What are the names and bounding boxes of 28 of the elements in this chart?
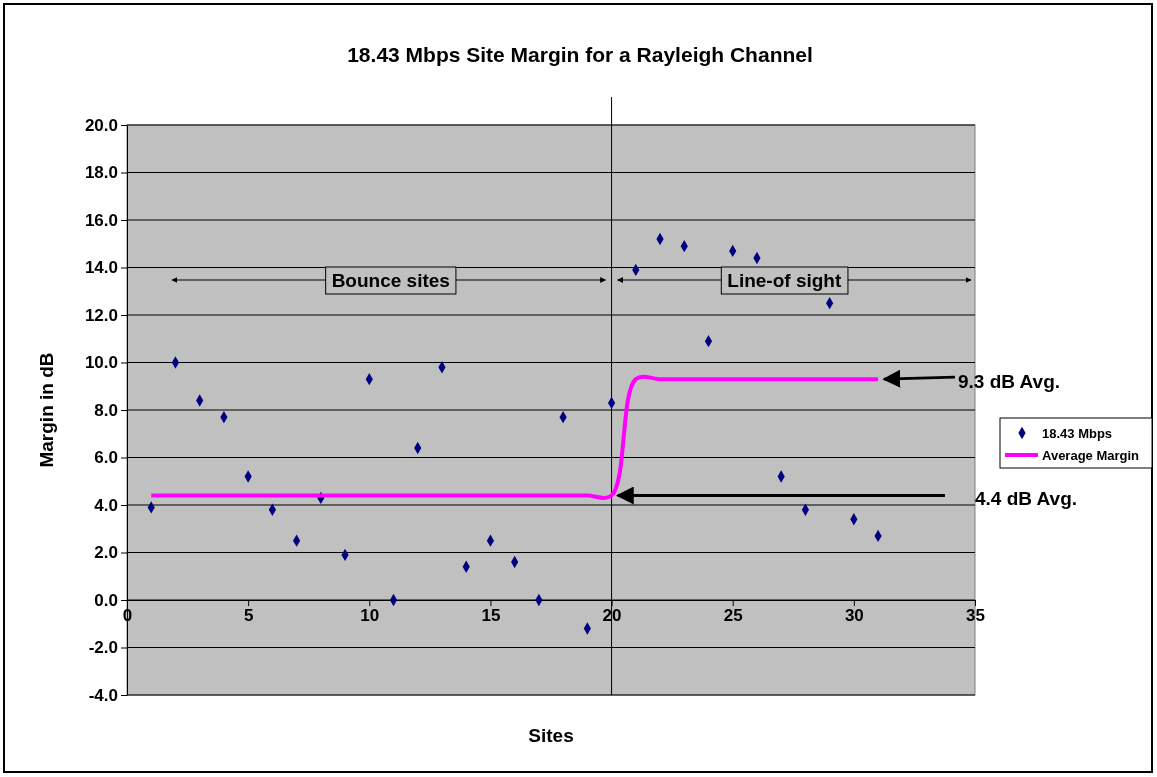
y-tick-label: 2.0	[94, 543, 118, 563]
y-tick-label: 20.0	[84, 115, 118, 135]
x-tick-label: 35	[966, 606, 985, 626]
y-tick-label: 14.0	[84, 258, 118, 278]
x-tick-label: 15	[481, 606, 501, 626]
x-tick-label: 5	[243, 606, 254, 626]
y-tick-label: 16.0	[84, 210, 118, 230]
annotation: Line-of sight	[727, 270, 842, 291]
y-axis-title: Margin in dB	[36, 352, 57, 468]
x-tick-label: 25	[723, 606, 743, 626]
x-tick-label: 10	[360, 606, 380, 626]
y-tick-label: -4.0	[88, 685, 118, 705]
annotation: Bounce sites	[331, 270, 450, 291]
annotation: 9.3 dB Avg.	[958, 371, 1061, 393]
chart-title: 18.43 Mbps Site Margin for a Rayleigh Channel	[347, 43, 813, 66]
y-tick-label: -2.0	[88, 638, 118, 658]
y-tick-label: 6.0	[94, 448, 118, 468]
y-tick-label: 8.0	[94, 400, 118, 420]
legend-label: Average Margin	[1042, 448, 1140, 463]
x-axis-title: Sites	[528, 725, 574, 746]
y-tick-label: 10.0	[84, 353, 118, 373]
annotation: 4.4 dB Avg.	[975, 487, 1078, 509]
y-tick-label: 12.0	[84, 305, 118, 325]
y-tick-label: 18.0	[84, 163, 118, 183]
legend-label: 18.43 Mbps	[1042, 426, 1113, 441]
y-tick-label: 4.0	[94, 495, 118, 515]
y-tick-label: 0.0	[94, 590, 118, 610]
x-tick-label: 30	[844, 606, 864, 626]
